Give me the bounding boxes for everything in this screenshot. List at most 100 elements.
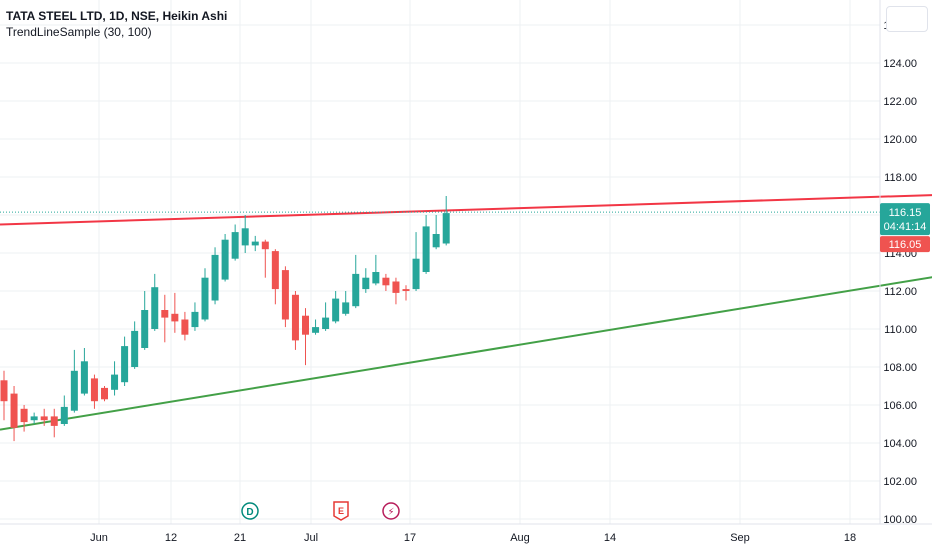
candle-body bbox=[352, 273, 360, 307]
candle[interactable] bbox=[121, 336, 129, 386]
y-tick-label: 118.00 bbox=[884, 172, 917, 184]
event-markers: D E ⚡ bbox=[241, 501, 400, 521]
candle[interactable] bbox=[412, 232, 420, 291]
event-marker-dividend[interactable]: D bbox=[241, 502, 259, 520]
candle[interactable] bbox=[90, 374, 98, 409]
candle[interactable] bbox=[0, 370, 8, 421]
event-marker-label: ⚡ bbox=[387, 507, 394, 518]
candle[interactable] bbox=[392, 277, 400, 305]
candle-body bbox=[432, 234, 440, 248]
candle[interactable] bbox=[191, 302, 199, 331]
candle-body bbox=[402, 289, 410, 291]
y-tick-label: 108.00 bbox=[883, 362, 917, 374]
candle[interactable] bbox=[251, 235, 259, 252]
event-marker-earnings[interactable]: E bbox=[333, 501, 349, 521]
candle-body bbox=[20, 408, 28, 423]
candle-body bbox=[111, 374, 119, 390]
candle-body bbox=[151, 287, 159, 329]
candle-body bbox=[10, 393, 18, 428]
candle[interactable] bbox=[332, 291, 340, 324]
candle[interactable] bbox=[181, 311, 189, 341]
candle[interactable] bbox=[131, 321, 139, 369]
candle[interactable] bbox=[40, 408, 48, 426]
x-tick-label: Sep bbox=[730, 532, 750, 544]
candle[interactable] bbox=[211, 247, 219, 305]
candle-body bbox=[251, 241, 259, 246]
x-tick-label: 21 bbox=[234, 532, 246, 544]
candle[interactable] bbox=[60, 395, 68, 426]
candle[interactable] bbox=[231, 224, 239, 261]
candle[interactable] bbox=[422, 215, 430, 274]
candle-body bbox=[90, 378, 98, 402]
candle[interactable] bbox=[442, 196, 450, 246]
candles bbox=[0, 196, 450, 442]
candle[interactable] bbox=[342, 291, 350, 316]
candle[interactable] bbox=[111, 361, 119, 396]
candle[interactable] bbox=[291, 291, 299, 350]
last-price-badge: 116.15 04:41:14 bbox=[880, 203, 930, 236]
candle-body bbox=[332, 298, 340, 322]
candle-body bbox=[362, 277, 370, 290]
candle[interactable] bbox=[402, 285, 410, 301]
candle-body bbox=[372, 272, 380, 284]
candle-body bbox=[231, 232, 239, 259]
candle-body bbox=[50, 416, 58, 426]
candle[interactable] bbox=[261, 239, 269, 278]
candle-body bbox=[211, 254, 219, 301]
candle[interactable] bbox=[382, 273, 390, 291]
candle[interactable] bbox=[70, 349, 78, 413]
candle-body bbox=[221, 239, 229, 280]
y-tick-label: 122.00 bbox=[883, 96, 917, 108]
candle[interactable] bbox=[50, 408, 58, 438]
y-tick-label: 100.00 bbox=[883, 514, 917, 526]
candle[interactable] bbox=[101, 386, 108, 402]
candle-body bbox=[342, 302, 350, 314]
x-tick-label: Aug bbox=[510, 532, 530, 544]
x-tick-label: Jun bbox=[90, 532, 108, 544]
candle-body bbox=[121, 346, 129, 383]
candle[interactable] bbox=[171, 292, 179, 333]
candle[interactable] bbox=[352, 254, 360, 309]
candle-body bbox=[60, 406, 68, 424]
chart-title: TATA STEEL LTD, 1D, NSE, Heikin Ashi bbox=[6, 9, 228, 23]
candle[interactable] bbox=[372, 254, 380, 286]
candle[interactable] bbox=[302, 308, 309, 366]
candle-body bbox=[131, 330, 139, 367]
candle[interactable] bbox=[322, 302, 330, 331]
candle[interactable] bbox=[432, 215, 440, 250]
candle[interactable] bbox=[161, 294, 169, 343]
y-tick-label: 102.00 bbox=[883, 476, 917, 488]
candle[interactable] bbox=[141, 291, 149, 350]
trendline-lower[interactable] bbox=[0, 272, 932, 431]
candle[interactable] bbox=[312, 319, 320, 335]
indicator-label: TrendLineSample (30, 100) bbox=[6, 25, 152, 39]
chart-settings-button[interactable] bbox=[886, 6, 928, 32]
candle[interactable] bbox=[151, 273, 159, 331]
candle[interactable] bbox=[241, 215, 249, 253]
event-marker-split[interactable]: ⚡ bbox=[382, 502, 400, 520]
y-tick-label: 112.00 bbox=[884, 286, 917, 298]
candle[interactable] bbox=[20, 405, 28, 432]
candle[interactable] bbox=[362, 268, 370, 293]
candle-body bbox=[271, 251, 279, 290]
candle-body bbox=[412, 258, 420, 290]
candle[interactable] bbox=[281, 266, 289, 328]
y-tick-label: 106.00 bbox=[883, 400, 917, 412]
last-price-value: 116.15 bbox=[889, 207, 922, 219]
prev-price-value: 116.05 bbox=[889, 239, 922, 251]
candle[interactable] bbox=[30, 412, 38, 424]
x-axis: Jun 12 21 Jul 17 Aug 14 Sep 18 bbox=[0, 523, 932, 544]
candle[interactable] bbox=[271, 249, 279, 305]
countdown: 04:41:14 bbox=[884, 221, 927, 233]
candle[interactable] bbox=[10, 386, 18, 442]
x-tick-label: 12 bbox=[165, 532, 177, 544]
y-tick-label: 120.00 bbox=[883, 134, 917, 146]
x-tick-label: 18 bbox=[844, 532, 856, 544]
candle[interactable] bbox=[80, 348, 88, 396]
y-tick-label: 110.00 bbox=[884, 324, 917, 336]
candle[interactable] bbox=[221, 234, 229, 282]
trendline-upper[interactable] bbox=[0, 194, 932, 226]
candle-body bbox=[261, 241, 269, 250]
candle[interactable] bbox=[201, 268, 209, 322]
